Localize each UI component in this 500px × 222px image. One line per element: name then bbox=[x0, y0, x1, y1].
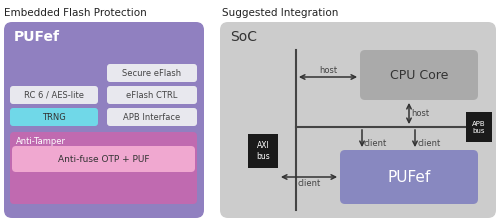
Bar bbox=[248, 134, 278, 168]
Text: eFlash CTRL: eFlash CTRL bbox=[126, 91, 178, 99]
FancyBboxPatch shape bbox=[12, 146, 195, 172]
FancyBboxPatch shape bbox=[340, 150, 478, 204]
FancyBboxPatch shape bbox=[10, 86, 98, 104]
Text: RC 6 / AES-lite: RC 6 / AES-lite bbox=[24, 91, 84, 99]
Text: Anti-fuse OTP + PUF: Anti-fuse OTP + PUF bbox=[58, 155, 149, 163]
Text: APB Interface: APB Interface bbox=[124, 113, 180, 121]
FancyBboxPatch shape bbox=[107, 64, 197, 82]
FancyBboxPatch shape bbox=[4, 22, 204, 218]
FancyBboxPatch shape bbox=[220, 22, 496, 218]
Text: Suggested Integration: Suggested Integration bbox=[222, 8, 338, 18]
FancyBboxPatch shape bbox=[107, 108, 197, 126]
Text: Embedded Flash Protection: Embedded Flash Protection bbox=[4, 8, 147, 18]
Text: SoC: SoC bbox=[230, 30, 257, 44]
Text: Secure eFlash: Secure eFlash bbox=[122, 69, 182, 77]
Text: CPU Core: CPU Core bbox=[390, 69, 448, 81]
Bar bbox=[466, 112, 492, 142]
Text: TRNG: TRNG bbox=[42, 113, 66, 121]
FancyBboxPatch shape bbox=[10, 132, 197, 204]
Text: host: host bbox=[319, 66, 337, 75]
Text: Anti-Tamper: Anti-Tamper bbox=[16, 137, 66, 146]
Text: client: client bbox=[298, 179, 320, 188]
Text: host: host bbox=[411, 109, 429, 118]
FancyBboxPatch shape bbox=[107, 86, 197, 104]
Text: AXI
bus: AXI bus bbox=[256, 141, 270, 161]
FancyBboxPatch shape bbox=[360, 50, 478, 100]
Text: PUFef: PUFef bbox=[388, 170, 430, 184]
Text: client: client bbox=[364, 139, 387, 148]
FancyBboxPatch shape bbox=[10, 108, 98, 126]
Text: APB
bus: APB bus bbox=[472, 121, 486, 133]
Text: PUFef: PUFef bbox=[14, 30, 60, 44]
Text: client: client bbox=[417, 139, 440, 148]
